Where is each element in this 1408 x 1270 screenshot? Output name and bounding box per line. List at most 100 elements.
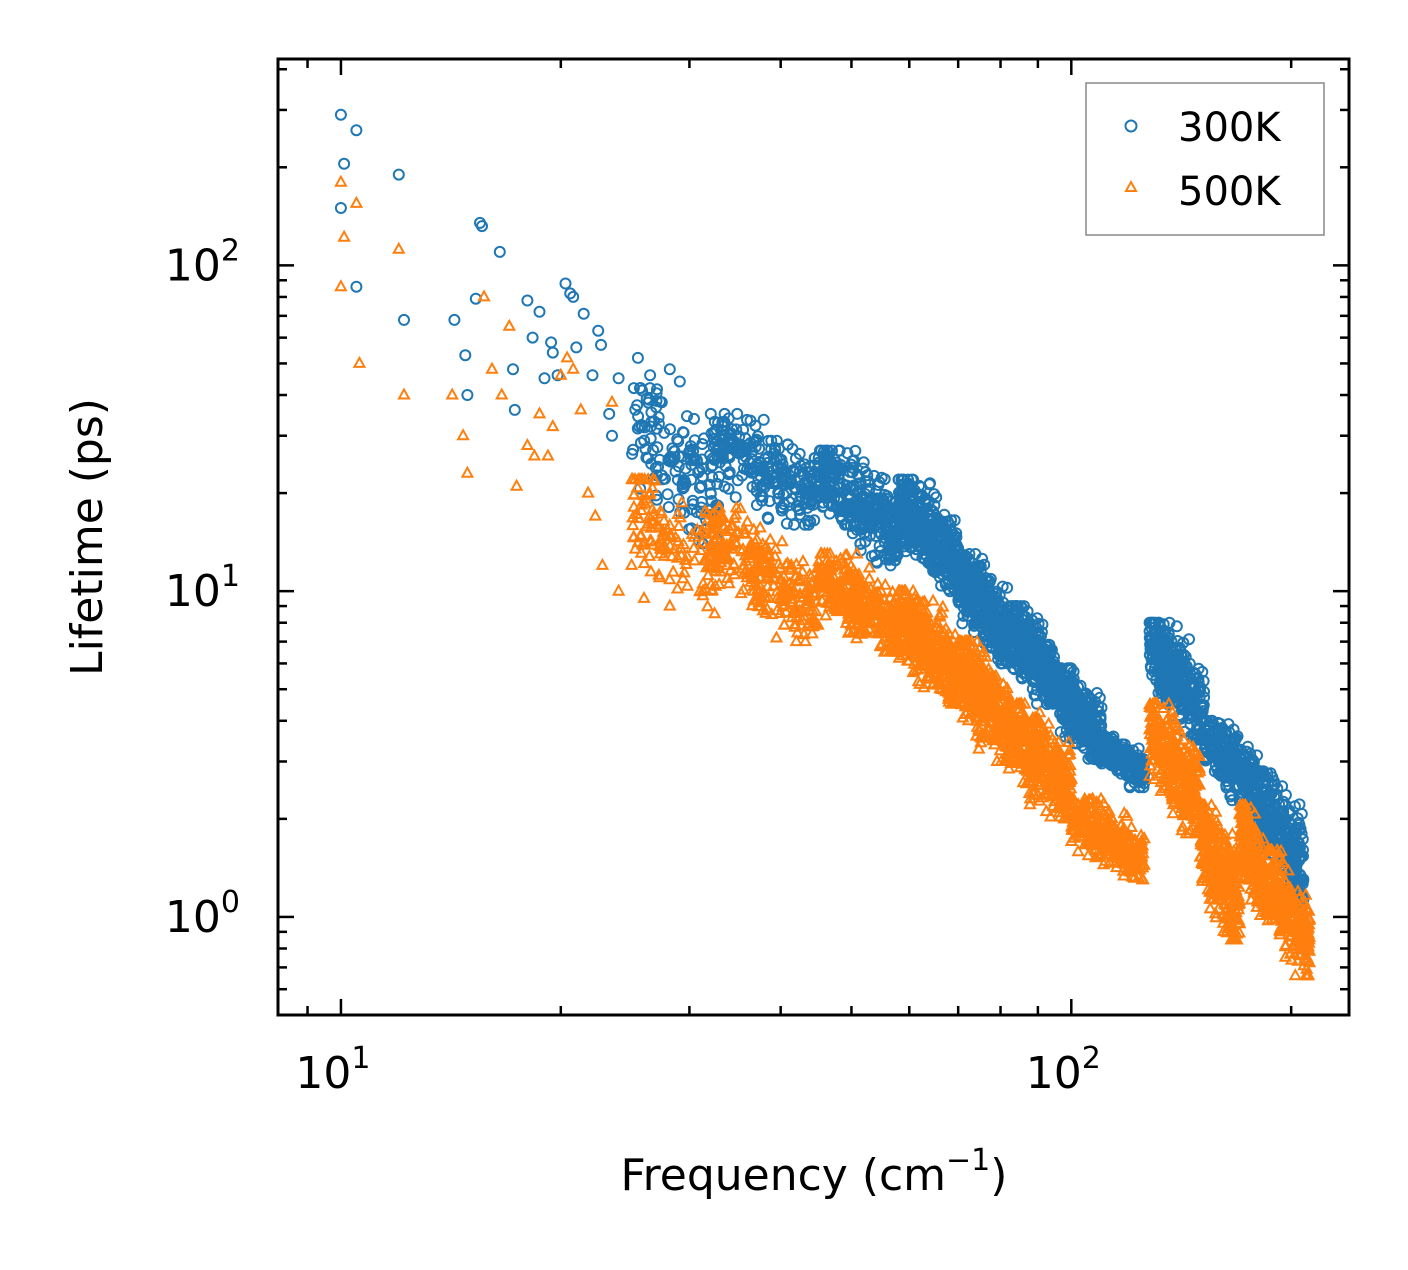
point-300k-1438 (969, 617, 982, 630)
point-300k-8 (493, 245, 506, 258)
point-300k-17 (526, 331, 539, 344)
point-300k-350 (793, 465, 806, 478)
point-300k-16 (521, 294, 534, 307)
point-300k-106 (631, 399, 644, 412)
point-300k-22 (551, 369, 564, 382)
point-300k-31 (603, 407, 616, 420)
point-300k-396 (713, 456, 726, 469)
point-300k-126 (659, 472, 671, 485)
point-300k-176 (650, 387, 663, 400)
point-300k-433 (733, 439, 746, 451)
point-300k-1098 (931, 511, 944, 524)
point-300k-435 (786, 464, 799, 477)
point-300k-744 (876, 497, 889, 509)
point-300k-432 (722, 482, 735, 495)
point-300k-1498 (1001, 581, 1014, 594)
point-300k-1502 (977, 607, 990, 619)
point-300k-1027 (928, 488, 941, 501)
point-300k-1073 (922, 495, 935, 508)
point-300k-28 (586, 369, 599, 382)
point-300k-1116 (892, 473, 905, 486)
point-300k-134 (643, 393, 656, 406)
point-300k-426 (718, 432, 731, 445)
point-300k-68 (688, 412, 700, 425)
point-300k-430 (801, 501, 814, 514)
point-300k-746 (845, 520, 857, 532)
point-300k-436 (749, 419, 762, 432)
point-300k-154 (645, 457, 658, 470)
point-300k-755 (833, 504, 846, 517)
point-300k-29 (592, 324, 605, 337)
point-300k-167 (632, 410, 645, 423)
point-300k-376 (806, 488, 819, 501)
point-300k-718 (855, 523, 868, 536)
point-300k-1103 (903, 534, 916, 547)
point-300k-1067 (898, 522, 911, 535)
point-300k-115 (672, 435, 685, 448)
point-300k-654 (859, 488, 871, 500)
point-300k-438 (798, 479, 811, 492)
point-300k-422 (750, 458, 763, 471)
point-300k-315 (751, 430, 764, 443)
point-300k-731 (818, 467, 831, 480)
point-300k-381 (756, 480, 769, 493)
point-300k-732 (832, 462, 845, 475)
point-300k-756 (853, 484, 865, 497)
point-300k-1137 (904, 482, 917, 495)
point-300k-626 (868, 549, 881, 562)
point-300k-1087 (945, 514, 958, 527)
point-300k-361 (736, 469, 749, 482)
point-300k-19 (538, 372, 551, 385)
point-300k-1503 (975, 572, 988, 585)
point-300k-716 (814, 444, 826, 457)
point-300k-9 (398, 313, 410, 326)
point-300k-384 (793, 447, 806, 460)
point-300k-650 (870, 485, 883, 498)
point-300k-729 (832, 444, 845, 457)
point-300k-424 (718, 418, 731, 431)
point-300k-18 (533, 305, 546, 318)
point-300k-169 (678, 474, 691, 487)
point-300k-30 (595, 338, 607, 351)
point-300k-363 (794, 508, 807, 521)
point-300k-23 (559, 277, 572, 290)
point-300k-1135 (894, 505, 907, 518)
point-300k-27 (577, 307, 590, 320)
point-300k-750 (847, 502, 860, 515)
point-300k-137 (662, 501, 675, 514)
point-300k-0 (334, 108, 347, 121)
point-300k-1516 (953, 548, 966, 560)
point-300k-1115 (904, 541, 917, 554)
point-300k-166 (677, 426, 689, 439)
point-300k-162 (658, 426, 671, 439)
point-300k-1099 (936, 568, 949, 581)
point-300k-649 (875, 471, 888, 484)
point-300k-1450 (957, 609, 970, 622)
point-300k-150 (651, 441, 664, 454)
point-300k-751 (817, 500, 830, 512)
point-300k-160 (676, 482, 689, 495)
point-300k-390 (793, 503, 806, 516)
point-300k-165 (631, 422, 644, 435)
point-300k-1518 (953, 583, 966, 596)
point-300k-172 (696, 438, 709, 450)
point-300k-730 (830, 464, 843, 476)
point-300k-10 (448, 313, 461, 326)
point-300k-1138 (916, 551, 929, 564)
point-300k-417 (750, 499, 763, 511)
point-300k-12 (461, 389, 474, 401)
point-300k-24 (564, 287, 577, 300)
point-300k-427 (737, 454, 750, 467)
point-300k-431 (753, 442, 766, 455)
point-300k-723 (821, 444, 834, 457)
point-300k-15 (508, 403, 521, 416)
point-300k-7 (476, 220, 488, 233)
point-300k-11 (459, 349, 472, 362)
point-300k-332 (762, 450, 775, 463)
point-300k-25 (567, 290, 580, 303)
point-300k-753 (825, 485, 838, 498)
point-300k-539 (854, 537, 867, 550)
point-300k-127 (627, 382, 640, 395)
